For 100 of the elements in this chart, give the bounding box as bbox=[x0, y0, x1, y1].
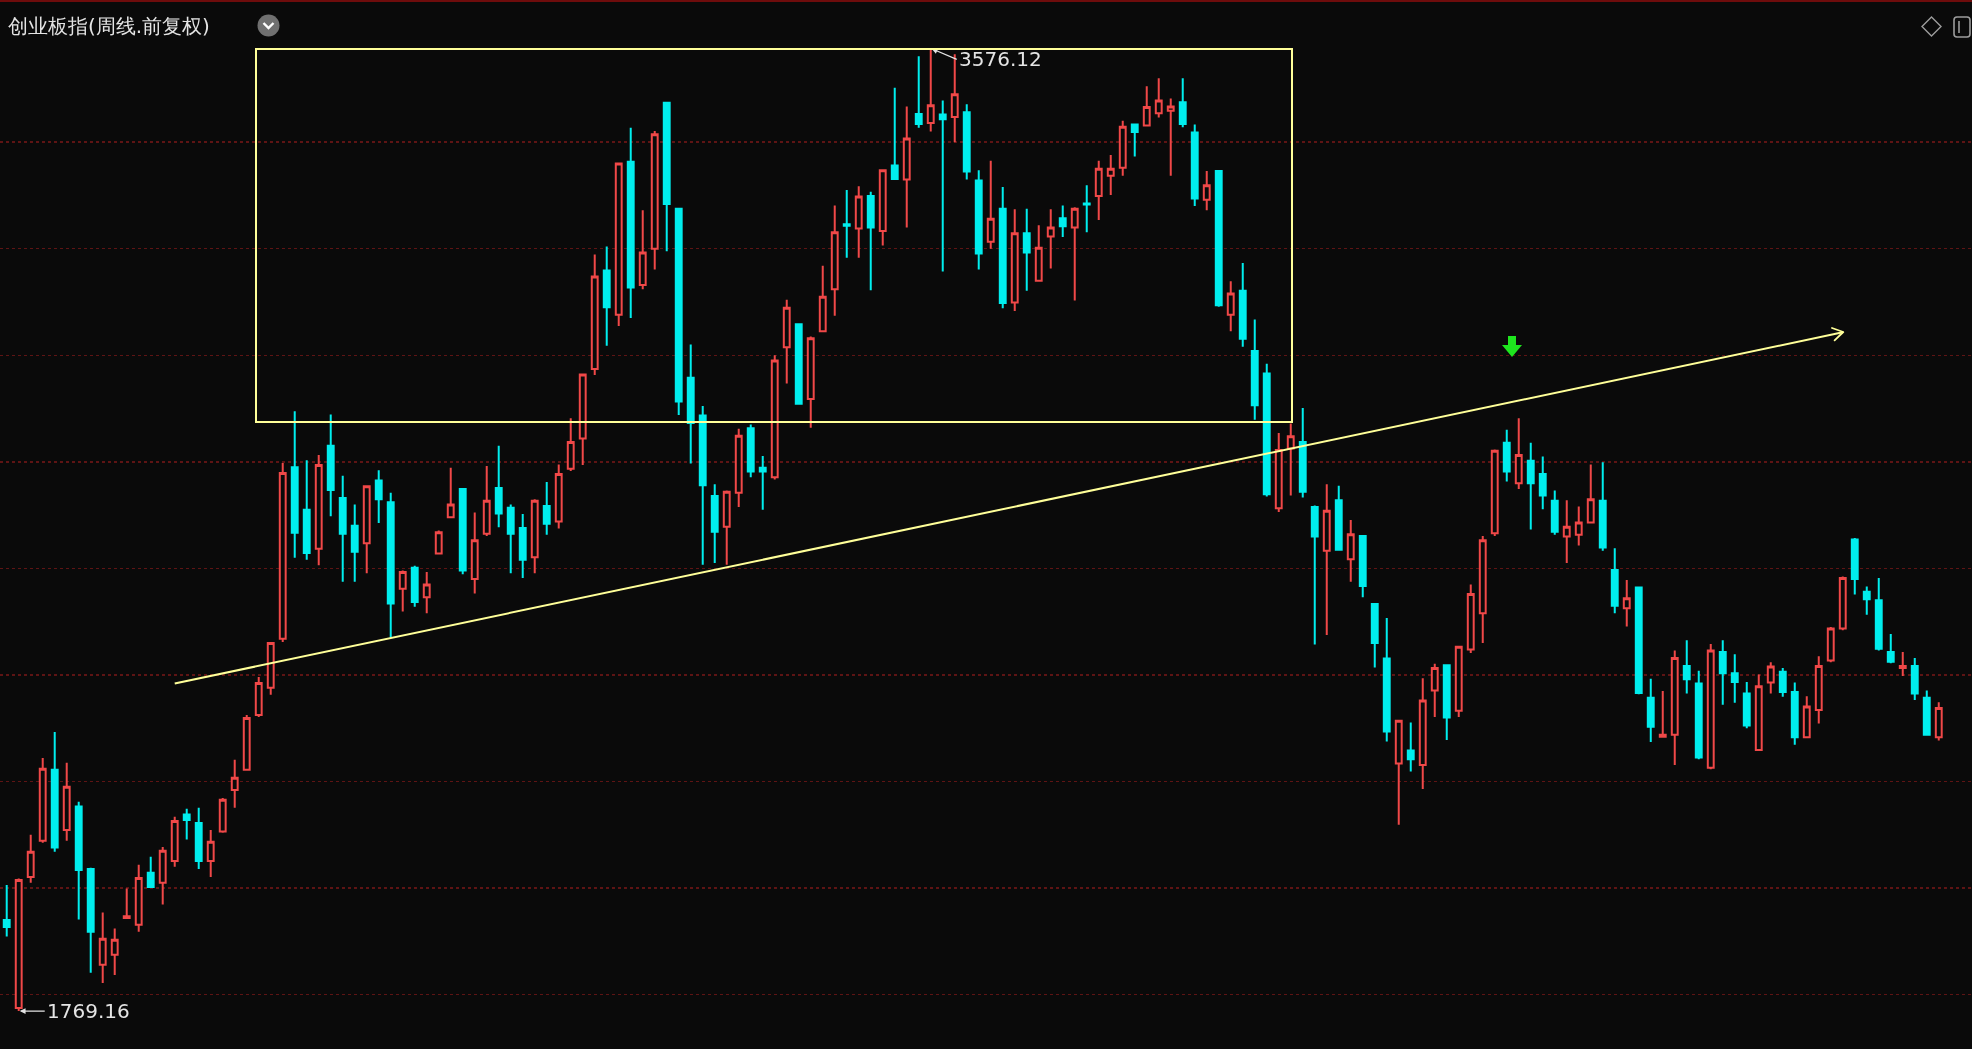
candlestick bbox=[314, 453, 323, 567]
candlestick bbox=[62, 761, 71, 842]
candlestick bbox=[26, 833, 35, 884]
candlestick bbox=[1322, 483, 1331, 636]
candlestick bbox=[1226, 280, 1235, 333]
candlestick bbox=[1238, 262, 1247, 348]
candlestick bbox=[1022, 207, 1031, 292]
candlestick bbox=[1718, 639, 1727, 706]
candlestick bbox=[1730, 653, 1739, 704]
candlestick bbox=[1514, 417, 1523, 490]
candlestick bbox=[1910, 656, 1919, 701]
candlestick bbox=[734, 427, 743, 509]
candlestick bbox=[602, 245, 611, 347]
candlestick bbox=[710, 483, 719, 565]
candlestick bbox=[1550, 489, 1559, 536]
candlestick bbox=[1070, 206, 1079, 302]
candlestick bbox=[362, 484, 371, 575]
candlestick bbox=[1658, 689, 1667, 738]
candlestick bbox=[1310, 504, 1319, 646]
candlestick bbox=[1046, 208, 1055, 270]
candlestick bbox=[458, 486, 467, 576]
candlestick bbox=[1634, 585, 1643, 696]
candlestick bbox=[998, 185, 1007, 310]
candlestick bbox=[470, 511, 479, 595]
candlestick bbox=[1898, 651, 1907, 678]
candlestick bbox=[1874, 576, 1883, 652]
candlestick bbox=[338, 474, 347, 583]
candlestick bbox=[554, 463, 563, 530]
candlestick bbox=[506, 503, 515, 575]
candlestick bbox=[122, 887, 131, 919]
candlestick bbox=[1790, 681, 1799, 746]
candlestick bbox=[746, 423, 755, 479]
candlestick bbox=[1166, 97, 1175, 177]
candlestick bbox=[1142, 85, 1151, 128]
candlestick bbox=[914, 55, 923, 129]
candlestick bbox=[986, 159, 995, 250]
candlestick bbox=[302, 459, 311, 561]
candlestick bbox=[1154, 77, 1163, 119]
candlestick bbox=[1490, 448, 1499, 537]
candlestick bbox=[686, 343, 695, 465]
candlestick bbox=[326, 413, 335, 518]
text: 创业板指(周线.前复权) bbox=[7, 14, 210, 39]
candlestick bbox=[1742, 680, 1751, 730]
candlestick bbox=[146, 855, 155, 890]
candlestick bbox=[218, 797, 227, 834]
candlestick bbox=[830, 204, 839, 317]
candlestick bbox=[1706, 643, 1715, 771]
candlestick bbox=[1754, 673, 1763, 752]
candlestick bbox=[590, 253, 599, 376]
candlestick bbox=[2, 883, 11, 938]
candlestick bbox=[722, 489, 731, 566]
candlestick bbox=[1346, 518, 1355, 583]
candlestick bbox=[674, 207, 683, 416]
candlestick bbox=[782, 298, 791, 385]
annotation: 3576.12 bbox=[959, 47, 1042, 71]
candlestick bbox=[50, 730, 59, 853]
candlestick bbox=[1334, 484, 1343, 552]
candlestick bbox=[1442, 663, 1451, 741]
candlestick bbox=[854, 185, 863, 259]
candlestick bbox=[1094, 159, 1103, 221]
candlestick bbox=[1826, 626, 1835, 664]
candlestick bbox=[170, 815, 179, 868]
candlestick bbox=[1670, 649, 1679, 766]
candlestick bbox=[1058, 204, 1067, 238]
candlestick bbox=[806, 335, 815, 429]
candlestick bbox=[206, 829, 215, 878]
candlestick bbox=[1814, 655, 1823, 725]
candlestick bbox=[1838, 575, 1847, 632]
candlestick bbox=[482, 465, 491, 537]
candlestick bbox=[38, 757, 47, 844]
candlestick bbox=[242, 713, 251, 772]
candlestick bbox=[794, 322, 803, 406]
candlestick bbox=[950, 53, 959, 144]
candlestick bbox=[1106, 153, 1115, 196]
candlestick bbox=[938, 99, 947, 273]
candlestick bbox=[878, 168, 887, 247]
candlestick bbox=[698, 404, 707, 566]
candlestick bbox=[158, 846, 167, 906]
candlestick bbox=[1622, 579, 1631, 628]
candlestick bbox=[650, 129, 659, 271]
candlestick bbox=[1178, 77, 1187, 129]
candlestick bbox=[1382, 616, 1391, 743]
candlestick bbox=[1922, 689, 1931, 737]
candlestick bbox=[566, 417, 575, 472]
candlestick bbox=[1646, 677, 1655, 744]
candlestick bbox=[1478, 534, 1487, 644]
candlestick bbox=[494, 444, 503, 529]
candlestick bbox=[974, 169, 983, 271]
candlestick bbox=[290, 410, 299, 559]
candlestick bbox=[86, 866, 95, 974]
candlestick bbox=[1586, 463, 1595, 525]
candlestick bbox=[518, 513, 527, 579]
candlestick bbox=[1010, 208, 1019, 313]
candlestick bbox=[254, 676, 263, 719]
candlestick bbox=[422, 571, 431, 615]
candlestick bbox=[1454, 644, 1463, 719]
candlestick bbox=[1562, 499, 1571, 565]
candlestick bbox=[542, 481, 551, 536]
candlestick bbox=[818, 264, 827, 333]
candlestick bbox=[1214, 169, 1223, 308]
